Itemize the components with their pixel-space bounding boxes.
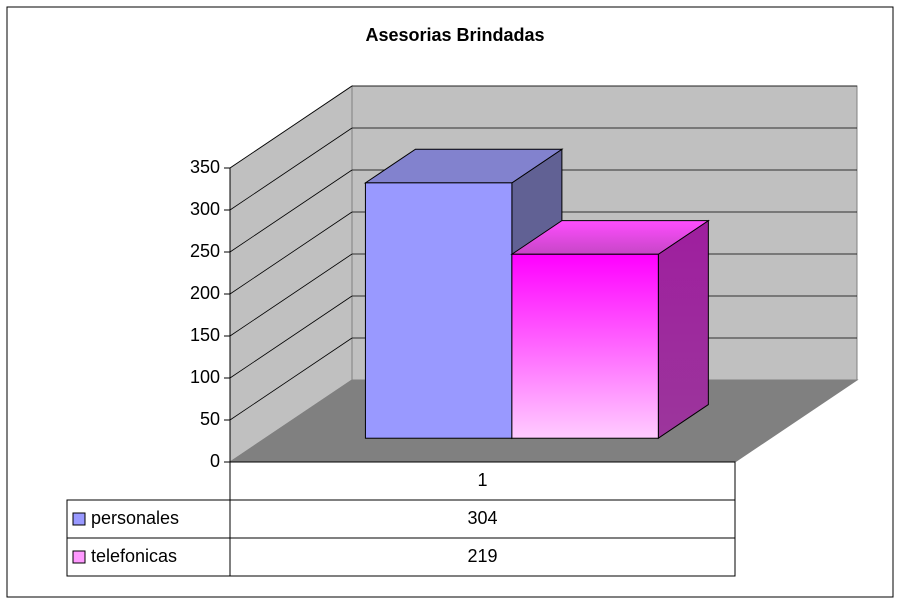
bar-front xyxy=(364,182,513,439)
grid-line xyxy=(229,127,353,211)
bar-front xyxy=(511,253,659,439)
legend-entry: personales xyxy=(72,508,179,528)
legend-swatch xyxy=(72,512,86,526)
y-tick-label: 50 xyxy=(200,409,220,429)
y-tick-label: 100 xyxy=(190,367,220,387)
grid-line xyxy=(229,211,353,295)
bar xyxy=(510,219,710,440)
legend-label: telefonicas xyxy=(91,546,177,566)
legend-swatch xyxy=(72,550,86,564)
table-cell xyxy=(229,537,736,577)
grid-line xyxy=(229,85,353,169)
data-table: 1 personales 304 telefonicas 219 xyxy=(66,461,736,577)
y-tick-label: 150 xyxy=(190,325,220,345)
grid-line xyxy=(229,337,353,421)
legend-entry: telefonicas xyxy=(72,546,177,566)
y-tick-label: 0 xyxy=(210,451,220,471)
y-tick-label: 300 xyxy=(190,199,220,219)
grid-line xyxy=(229,169,353,253)
y-tick-label: 350 xyxy=(190,157,220,177)
bar-side xyxy=(657,219,709,440)
legend-label: personales xyxy=(91,508,179,528)
chart-title: Asesorias Brindadas xyxy=(365,25,544,45)
category-label: 1 xyxy=(477,470,487,490)
table-value: 304 xyxy=(467,508,497,528)
y-tick-label: 200 xyxy=(190,283,220,303)
table-value: 219 xyxy=(467,546,497,566)
grid-line xyxy=(229,295,353,379)
grid-line xyxy=(229,253,353,337)
y-tick-label: 250 xyxy=(190,241,220,261)
